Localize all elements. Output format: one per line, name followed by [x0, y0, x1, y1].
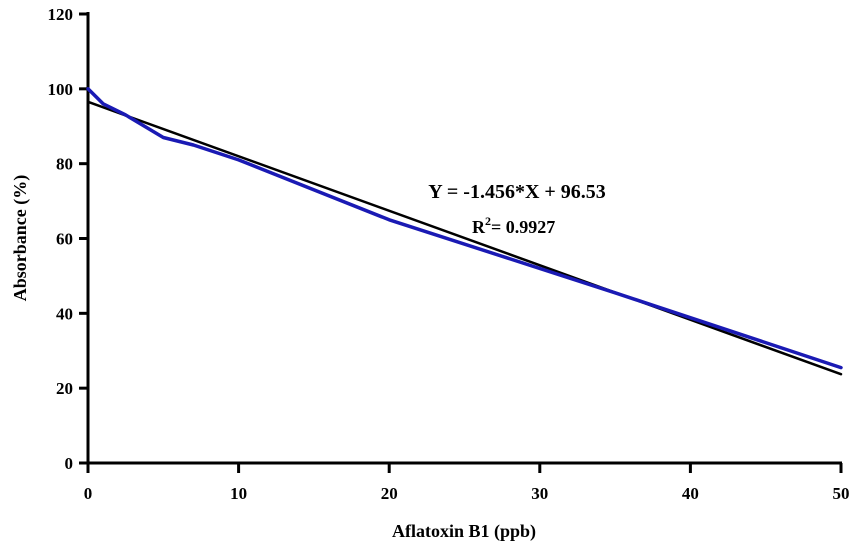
y-axis-title: Absorbance (%): [10, 175, 31, 302]
y-tick-label-5: 100: [48, 80, 74, 99]
r-squared-superscript: 2: [485, 214, 491, 228]
y-tick-label-1: 20: [56, 379, 73, 398]
series-layer: [86, 87, 843, 376]
x-axis-title: Aflatoxin B1 (ppb): [392, 521, 536, 542]
series-linear-fit-line: [86, 100, 843, 376]
x-tick-label-1: 10: [230, 484, 247, 503]
x-tick-label-0: 0: [84, 484, 93, 503]
y-tick-label-6: 120: [48, 5, 74, 24]
y-tick-label-3: 60: [56, 230, 73, 249]
x-tick-label-5: 50: [833, 484, 850, 503]
x-tick-label-4: 40: [682, 484, 699, 503]
ticks: [79, 12, 843, 473]
y-tick-label-2: 40: [56, 304, 73, 323]
regression-equation: Y = -1.456*X + 96.53: [428, 181, 606, 203]
tick-labels: 0 20 40 60 80 100 120 0 10 20 30 40 50: [48, 5, 850, 503]
y-tick-label-0: 0: [65, 454, 74, 473]
r-squared-letter: R: [472, 217, 486, 237]
y-tick-label-4: 80: [56, 155, 73, 174]
series-measured-line: [86, 87, 843, 370]
x-tick-label-3: 30: [531, 484, 548, 503]
r-squared-label: R2= 0.9927: [472, 214, 555, 237]
x-tick-label-2: 20: [381, 484, 398, 503]
r-squared-value: = 0.9927: [491, 217, 555, 237]
